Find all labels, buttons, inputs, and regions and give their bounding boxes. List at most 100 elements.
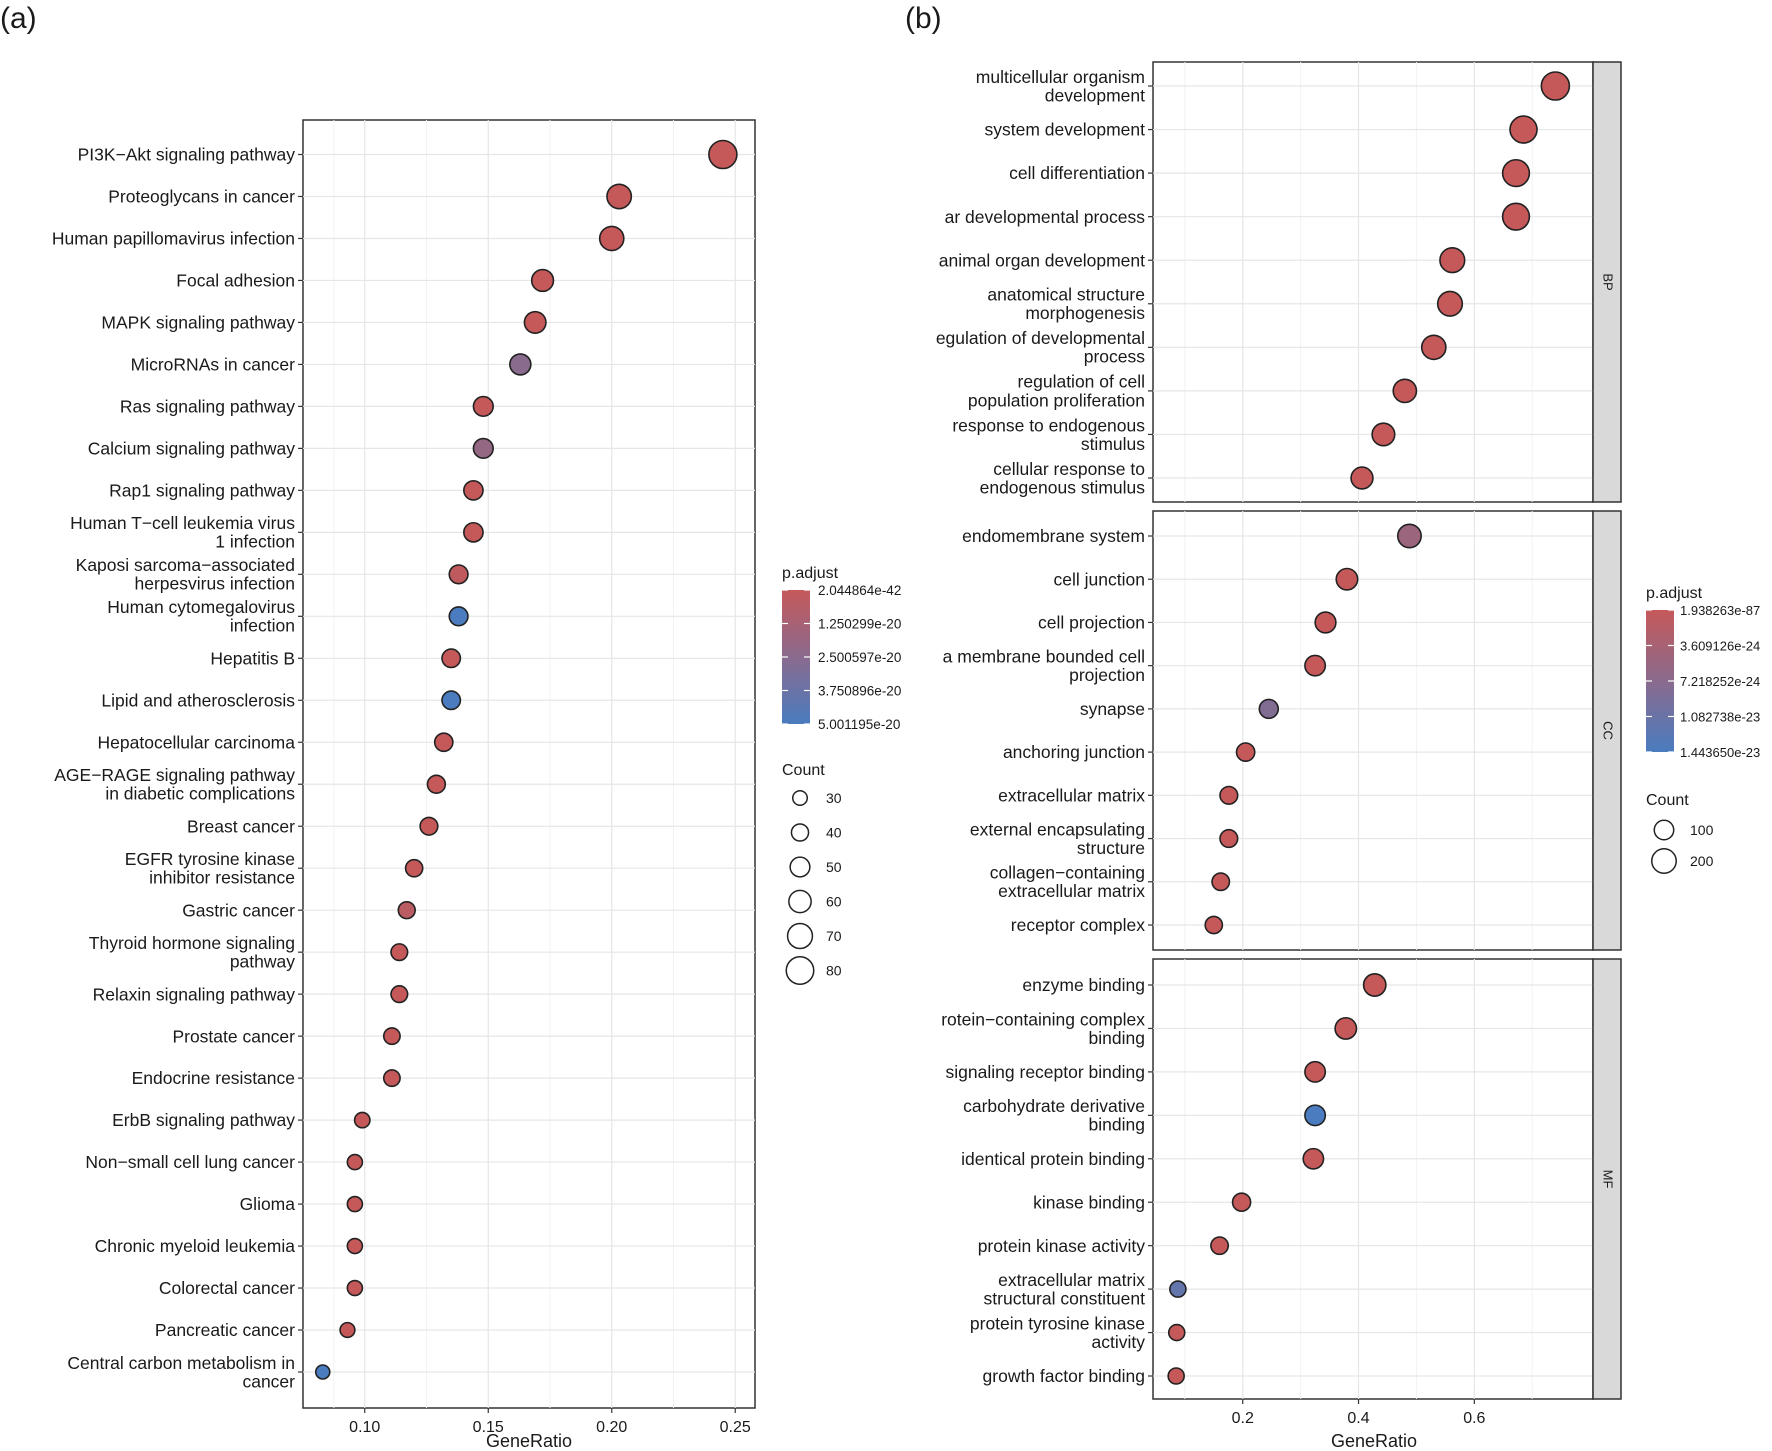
panel-b-y-tick-label: extracellular matrix <box>998 785 1145 805</box>
panel-a-y-tick-label: Human T−cell leukemia virus <box>70 513 295 533</box>
panel-b-facet-mf: MF enzyme binding rotein−containing comple… <box>941 958 1622 1400</box>
panel-a-y-tick-label: ErbB signaling pathway <box>112 1110 295 1130</box>
panel-b-strip-label: BP <box>1601 273 1616 290</box>
panel-a-chart: PI3K−Akt signaling pathway Proteoglycans … <box>52 119 901 1451</box>
panel-a-y-tick-label: Glioma <box>240 1194 296 1214</box>
panel-b-y-tick-label: binding <box>1089 1028 1145 1048</box>
panel-a-y-tick-label: Breast cancer <box>187 816 295 836</box>
panel-a-y-tick-label: Chronic myeloid leukemia <box>95 1236 296 1256</box>
panel-b-point <box>1258 698 1280 720</box>
panel-b-y-tick-label: cellular response to <box>993 459 1145 479</box>
panel-a-size-legend-circle <box>786 922 814 950</box>
panel-a-point <box>404 858 424 878</box>
panel-b-point <box>1501 158 1531 188</box>
panel-a-colorbar-label: 5.001195e-20 <box>818 717 900 732</box>
panel-b-point <box>1219 785 1239 805</box>
panel-b-x-tick-label: 0.2 <box>1232 1410 1254 1427</box>
panel-b-y-tick-label: cell projection <box>1038 613 1145 633</box>
panel-a-y-tick-label: MicroRNAs in cancer <box>131 355 296 375</box>
panel-b-y-tick-label: carbohydrate derivative <box>963 1096 1145 1116</box>
panel-a-point <box>441 690 462 711</box>
panel-a-size-legend-circle <box>790 823 810 842</box>
panel-b-y-tick-label: endogenous stimulus <box>980 477 1146 497</box>
panel-b-y-tick-label: development <box>1045 85 1145 105</box>
panel-b-colorbar-label: 7.218252e-24 <box>1680 674 1760 689</box>
panel-a-y-tick-label: Kaposi sarcoma−associated <box>76 555 295 575</box>
panel-b-y-tick-label: structure <box>1077 838 1145 858</box>
panel-b-facet-frame <box>1152 958 1594 1400</box>
panel-a-point <box>419 816 439 836</box>
panel-a-x-axis-title: GeneRatio <box>486 1431 572 1451</box>
panel-b-strip-label: CC <box>1601 721 1616 740</box>
panel-a-point <box>433 732 454 753</box>
panel-a-point <box>708 139 738 170</box>
panel-b-y-tick-label: protein kinase activity <box>978 1236 1146 1256</box>
panel-b-point <box>1439 247 1466 274</box>
panel-b-y-tick-label: projection <box>1069 665 1145 685</box>
panel-a-point <box>382 1027 401 1046</box>
panel-a-point <box>530 268 555 293</box>
panel-b-y-tick-label: cell junction <box>1054 569 1145 589</box>
panel-a-point <box>448 606 469 627</box>
panel-a-y-tick-label: Calcium signaling pathway <box>88 439 295 459</box>
panel-b-point <box>1335 567 1359 591</box>
panel-b-point <box>1304 1104 1327 1127</box>
panel-a-color-legend-title: p.adjust <box>782 565 839 582</box>
panel-b-y-tick-label: population proliferation <box>968 390 1145 410</box>
panel-a-x-tick-label: 0.20 <box>596 1419 627 1436</box>
panel-b-point <box>1392 378 1418 404</box>
panel-a-point <box>382 1069 401 1088</box>
panel-b-point <box>1436 290 1464 317</box>
panel-b-x-tick-label: 0.4 <box>1347 1410 1369 1427</box>
panel-a-y-tick-label: herpesvirus infection <box>135 574 296 594</box>
panel-b-point <box>1210 1236 1230 1256</box>
panel-b-facet-cc: CC endomembrane system cell junction cell p… <box>943 510 1622 951</box>
panel-b-y-tick-label: egulation of developmental <box>936 328 1145 348</box>
panel-a-y-tick-label: Ras signaling pathway <box>120 397 295 417</box>
panel-b-y-tick-label: stimulus <box>1081 434 1145 454</box>
panel-b-colorbar-label: 3.609126e-24 <box>1680 639 1760 654</box>
panel-b-y-tick-label: structural constituent <box>984 1289 1146 1309</box>
panel-a-size-legend-circle <box>789 856 811 878</box>
panel-b-y-tick-label: system development <box>985 120 1146 140</box>
panel-b-point <box>1371 422 1396 447</box>
panel-a-y-tick-label: Colorectal cancer <box>159 1278 295 1298</box>
panel-b-y-tick-label: enzyme binding <box>1022 975 1145 995</box>
panel-a-y-tick-label: Non−small cell lung cancer <box>85 1152 295 1172</box>
panel-b-y-tick-label: multicellular organism <box>976 67 1145 87</box>
panel-a-y-tick-label: Human papillomavirus infection <box>52 229 295 249</box>
panel-b-point <box>1235 742 1256 763</box>
panel-b-y-tick-label: anchoring junction <box>1003 742 1145 762</box>
panel-b-y-tick-label: receptor complex <box>1011 915 1145 935</box>
panel-b-point <box>1231 1192 1252 1213</box>
panel-b-y-tick-label: kinase binding <box>1033 1192 1145 1212</box>
panel-a-point <box>346 1195 364 1213</box>
panel-b-y-tick-label: animal organ development <box>939 250 1145 270</box>
panel-a-y-tick-label: Pancreatic cancer <box>155 1320 295 1340</box>
panel-a-colorbar-label: 2.500597e-20 <box>818 650 901 665</box>
panel-a-point <box>523 310 547 334</box>
panel-a-point <box>472 395 494 418</box>
panel-b-point <box>1362 973 1387 997</box>
panel-a-point <box>353 1111 371 1129</box>
panel-a-y-tick-label: EGFR tyrosine kinase <box>125 849 295 869</box>
panel-a-colorbar-label: 2.044864e-42 <box>818 583 901 598</box>
panel-b-y-tick-label: extracellular matrix <box>998 881 1145 901</box>
panel-b-y-tick-label: signaling receptor binding <box>946 1062 1145 1082</box>
panel-a-y-tick-label: pathway <box>230 952 295 972</box>
panel-b-point <box>1540 71 1571 101</box>
panel-a-size-legend-label: 80 <box>826 963 842 979</box>
panel-a-y-tick-label: Endocrine resistance <box>132 1068 295 1088</box>
panel-b-size-legend-label: 100 <box>1690 822 1714 838</box>
panel-b-point <box>1304 1060 1327 1083</box>
panel-a-point <box>606 183 633 210</box>
panel-b-y-tick-label: endomembrane system <box>962 526 1145 546</box>
panel-a-y-tick-label: 1 infection <box>215 532 295 552</box>
panel-b-point <box>1396 523 1422 549</box>
panel-a-point <box>390 943 409 962</box>
panel-b-point <box>1304 654 1327 677</box>
panel-b-y-tick-label: identical protein binding <box>961 1149 1145 1169</box>
panel-a-x-tick-label: 0.15 <box>473 1419 504 1436</box>
